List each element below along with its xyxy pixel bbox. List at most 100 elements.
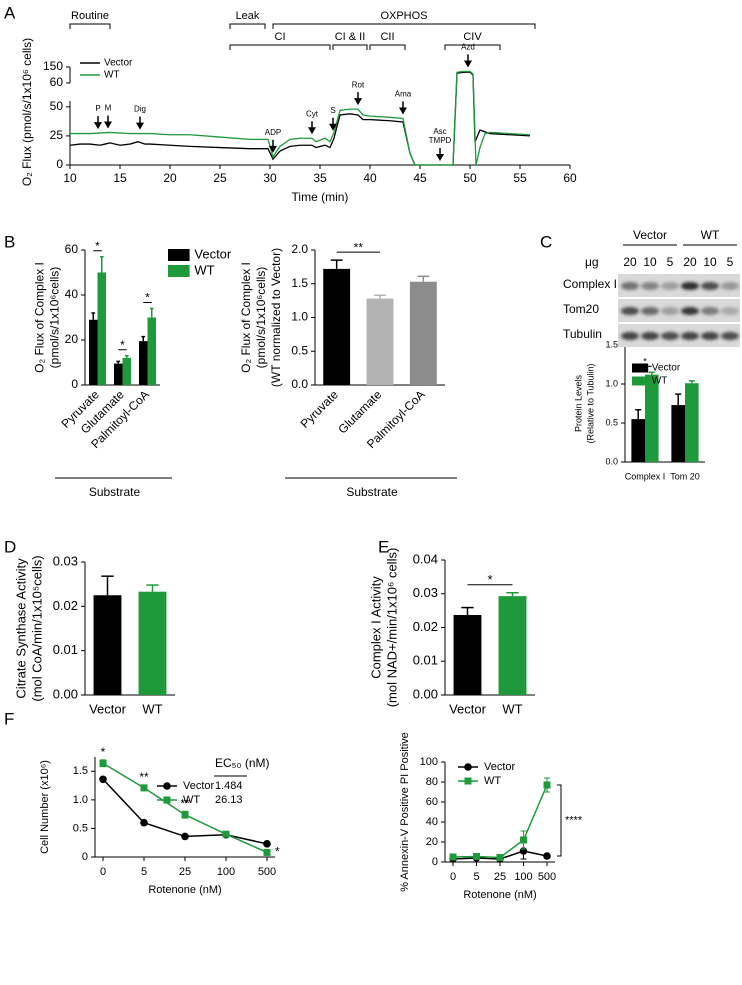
significance-label: ** bbox=[139, 770, 149, 784]
legend-swatch bbox=[632, 376, 649, 386]
blot-band bbox=[621, 282, 639, 290]
marker bbox=[181, 832, 189, 841]
x-axis-label: Rotenone (nM) bbox=[463, 889, 536, 901]
significance-label: * bbox=[101, 745, 106, 759]
arrow-head bbox=[329, 123, 337, 131]
y-tick-label: 0.01 bbox=[413, 653, 438, 668]
arrow-head bbox=[136, 122, 144, 130]
x-axis-label: Time (min) bbox=[292, 190, 349, 204]
load-label: 10 bbox=[643, 255, 657, 269]
y-tick-label: 1.5 bbox=[291, 276, 308, 290]
x-tick-label: 25 bbox=[494, 871, 506, 883]
x-axis-label: Rotenone (nM) bbox=[148, 884, 221, 896]
significance-label: * bbox=[643, 357, 647, 367]
y-tick-label: 0.00 bbox=[413, 686, 438, 701]
legend-label: Vector bbox=[194, 246, 232, 261]
load-label: 5 bbox=[727, 255, 734, 269]
bar bbox=[97, 272, 106, 385]
x-tick-label: 50 bbox=[463, 171, 477, 185]
x-tick-label: 45 bbox=[413, 171, 427, 185]
y-tick-label: 1.0 bbox=[291, 310, 308, 324]
marker bbox=[473, 853, 480, 860]
y-axis-label: O₂ Flux (pmol/s/1x10⁶ cells) bbox=[20, 38, 34, 186]
blot-strip bbox=[618, 324, 740, 347]
annotation-label: Ama bbox=[395, 90, 412, 99]
annotation-label: ADP bbox=[265, 128, 281, 137]
legend-label: WT bbox=[652, 376, 668, 387]
ec50-value: 1.484 bbox=[215, 780, 243, 792]
x-tick-label: 35 bbox=[313, 171, 327, 185]
legend-label: WT bbox=[194, 262, 214, 277]
y-tick-label: 40 bbox=[426, 816, 438, 828]
y-tick-label: 60 bbox=[50, 75, 64, 89]
y-tick-label: 1.0 bbox=[605, 378, 618, 388]
x-tick-label: 0 bbox=[450, 871, 456, 883]
phase-label: Leak bbox=[236, 10, 260, 22]
trace-line bbox=[70, 70, 531, 166]
annotation-label: Cyt bbox=[306, 109, 319, 118]
blot-band bbox=[721, 307, 739, 315]
x-tick-label: 25 bbox=[213, 171, 227, 185]
arrow-head bbox=[399, 107, 407, 115]
bar bbox=[645, 374, 659, 462]
blot-band bbox=[701, 307, 719, 315]
blot-band bbox=[621, 332, 639, 340]
annotation-label: P bbox=[95, 104, 100, 113]
y-tick-label: 0.03 bbox=[53, 553, 78, 568]
significance-label: * bbox=[95, 239, 100, 253]
significance-label: * bbox=[145, 291, 150, 305]
y-tick-label: 0 bbox=[56, 157, 63, 171]
phase-bracket bbox=[229, 23, 266, 29]
phase-label: CII bbox=[380, 31, 394, 43]
bar bbox=[453, 615, 482, 695]
arrow-head bbox=[104, 121, 112, 129]
y-tick-label: 150 bbox=[43, 59, 63, 73]
x-tick-label: WT bbox=[142, 701, 162, 716]
phase-label: Routine bbox=[71, 10, 109, 22]
load-label: 20 bbox=[623, 255, 637, 269]
bar bbox=[366, 298, 394, 385]
y-tick-label: 20 bbox=[426, 836, 438, 848]
marker bbox=[520, 836, 527, 844]
blot-row-label: Tom20 bbox=[563, 302, 599, 316]
x-tick-label: 40 bbox=[363, 171, 377, 185]
legend-label: Vector bbox=[183, 780, 215, 792]
marker bbox=[163, 782, 171, 790]
marker bbox=[99, 759, 107, 767]
y-tick-label: 0 bbox=[82, 851, 88, 863]
x-tick-label: 100 bbox=[217, 866, 235, 878]
marker bbox=[163, 796, 171, 804]
blot-strip bbox=[618, 299, 740, 322]
y-tick-label: 1.0 bbox=[73, 794, 88, 806]
panel-letter: E bbox=[378, 537, 389, 556]
y-tick-label: 0.5 bbox=[291, 343, 308, 357]
bar bbox=[138, 591, 167, 695]
phase-label: CI bbox=[275, 31, 286, 43]
significance-label: **** bbox=[565, 814, 583, 826]
y-tick-label: 0.0 bbox=[291, 377, 308, 391]
x-tick-label: Tom 20 bbox=[670, 471, 700, 481]
marker bbox=[222, 830, 230, 838]
panel-letter: A bbox=[4, 3, 16, 22]
annotation-label: Dig bbox=[134, 105, 146, 114]
y-axis-label: Citrate Synthase Activity bbox=[13, 558, 28, 699]
annotation-label: Rot bbox=[352, 80, 365, 89]
x-axis-label: Substrate bbox=[346, 485, 398, 499]
significance-label: ** bbox=[354, 240, 364, 254]
y-tick-label: 0.02 bbox=[53, 598, 78, 613]
panel-letter: C bbox=[540, 232, 552, 251]
marker bbox=[464, 777, 472, 785]
load-label: 5 bbox=[667, 255, 674, 269]
blot-band bbox=[701, 332, 719, 340]
arrow-head bbox=[354, 98, 362, 106]
blot-band bbox=[661, 307, 679, 315]
significance-label: ** bbox=[180, 796, 190, 810]
y-tick-label: 1.5 bbox=[605, 339, 618, 349]
phase-bracket bbox=[272, 23, 536, 29]
blot-row-label: Tubulin bbox=[563, 327, 602, 341]
x-tick-label: 500 bbox=[258, 866, 276, 878]
legend-swatch bbox=[632, 363, 649, 373]
marker bbox=[543, 852, 551, 860]
annotation-label: M bbox=[105, 104, 112, 113]
marker bbox=[140, 818, 148, 827]
